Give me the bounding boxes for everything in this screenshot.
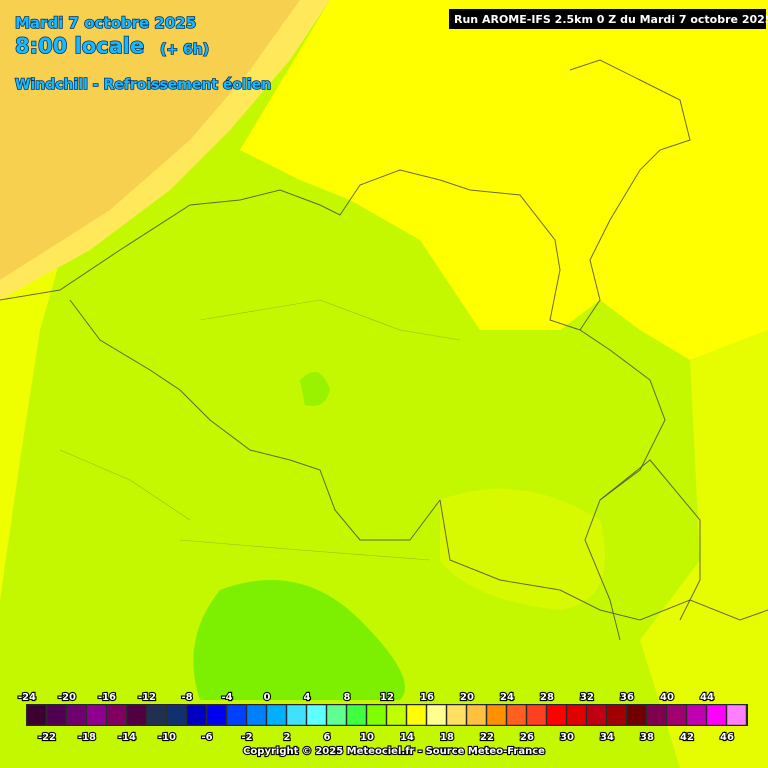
legend-swatch [406, 704, 427, 726]
legend-label: 12 [380, 692, 394, 703]
legend-label: -4 [221, 692, 232, 703]
border-line [0, 169, 666, 641]
border-line [599, 459, 701, 621]
legend-label: 26 [520, 732, 534, 743]
copyright-text: Copyright © 2025 Meteociel.fr - Source M… [243, 746, 545, 757]
warm-zone-east [640, 330, 768, 768]
legend-swatch [466, 704, 487, 726]
legend-label: -18 [78, 732, 96, 743]
border-line [69, 299, 441, 541]
legend-swatch [306, 704, 327, 726]
time-text: 8:00 locale [15, 34, 144, 58]
legend-label: 4 [304, 692, 311, 703]
legend-swatch [726, 704, 747, 726]
variable-text: Windchill - Refroissement éolien [15, 77, 271, 93]
legend-label: 28 [540, 692, 554, 703]
offset-text: (+ 6h) [160, 42, 209, 58]
sea-zone-deep [0, 0, 300, 280]
legend-label: 0 [264, 692, 271, 703]
legend-label: 36 [620, 692, 634, 703]
legend-label: 38 [640, 732, 654, 743]
legend-label: 32 [580, 692, 594, 703]
legend-label: 10 [360, 732, 374, 743]
legend-label: 46 [720, 732, 734, 743]
legend-label: 34 [600, 732, 614, 743]
legend-label: -10 [158, 732, 176, 743]
legend-label: 42 [680, 732, 694, 743]
legend-swatch [206, 704, 227, 726]
legend-label: 8 [344, 692, 351, 703]
legend-label: -6 [201, 732, 212, 743]
legend-swatch [86, 704, 107, 726]
color-legend: -24-22-20-18-16-14-12-10-8-6-4-202468101… [17, 691, 748, 744]
legend-label: -22 [38, 732, 56, 743]
legend-label: -2 [241, 732, 252, 743]
cool-patch [193, 580, 405, 700]
legend-label: 2 [284, 732, 291, 743]
run-text: Run AROME-IFS 2.5km 0 Z du Mardi 7 octob… [454, 13, 768, 26]
legend-swatch [506, 704, 527, 726]
legend-label: -12 [138, 692, 156, 703]
legend-swatch [126, 704, 147, 726]
legend-swatch [586, 704, 607, 726]
legend-swatch [106, 704, 127, 726]
legend-swatch [26, 704, 47, 726]
legend-label: 14 [400, 732, 414, 743]
legend-swatch [146, 704, 167, 726]
legend-label: -20 [58, 692, 76, 703]
legend-label: -24 [18, 692, 36, 703]
run-banner [449, 9, 766, 29]
legend-swatch [346, 704, 367, 726]
legend-swatch [326, 704, 347, 726]
legend-swatch [526, 704, 547, 726]
legend-label: -14 [118, 732, 136, 743]
legend-swatch [266, 704, 287, 726]
legend-swatch [186, 704, 207, 726]
legend-swatch [166, 704, 187, 726]
legend-swatch [646, 704, 667, 726]
legend-swatch [686, 704, 707, 726]
legend-label: 16 [420, 692, 434, 703]
legend-swatch [666, 704, 687, 726]
legend-label: -16 [98, 692, 116, 703]
legend-label: 20 [460, 692, 474, 703]
border-line [569, 59, 691, 331]
legend-swatch [606, 704, 627, 726]
legend-label: 44 [700, 692, 714, 703]
legend-swatch [446, 704, 467, 726]
legend-label: 22 [480, 732, 494, 743]
warm-zone [240, 0, 768, 360]
legend-swatch [486, 704, 507, 726]
legend-label: 30 [560, 732, 574, 743]
legend-label: 24 [500, 692, 514, 703]
legend-swatch [66, 704, 87, 726]
legend-swatch [386, 704, 407, 726]
legend-label: -8 [181, 692, 192, 703]
legend-swatch [366, 704, 387, 726]
legend-swatch [246, 704, 267, 726]
date-text: Mardi 7 octobre 2025 [15, 14, 196, 32]
legend-swatch [706, 704, 727, 726]
legend-swatch [46, 704, 67, 726]
legend-swatch [546, 704, 567, 726]
legend-swatch [426, 704, 447, 726]
legend-label: 18 [440, 732, 454, 743]
legend-swatch [626, 704, 647, 726]
border-line [439, 499, 768, 621]
cool-patch [300, 372, 330, 406]
region-line [59, 299, 461, 561]
legend-swatch [566, 704, 587, 726]
coast-zone [0, 260, 60, 768]
legend-label: 40 [660, 692, 674, 703]
legend-swatch [286, 704, 307, 726]
legend-label: 6 [324, 732, 331, 743]
mild-patch [440, 488, 605, 610]
legend-swatch [226, 704, 247, 726]
